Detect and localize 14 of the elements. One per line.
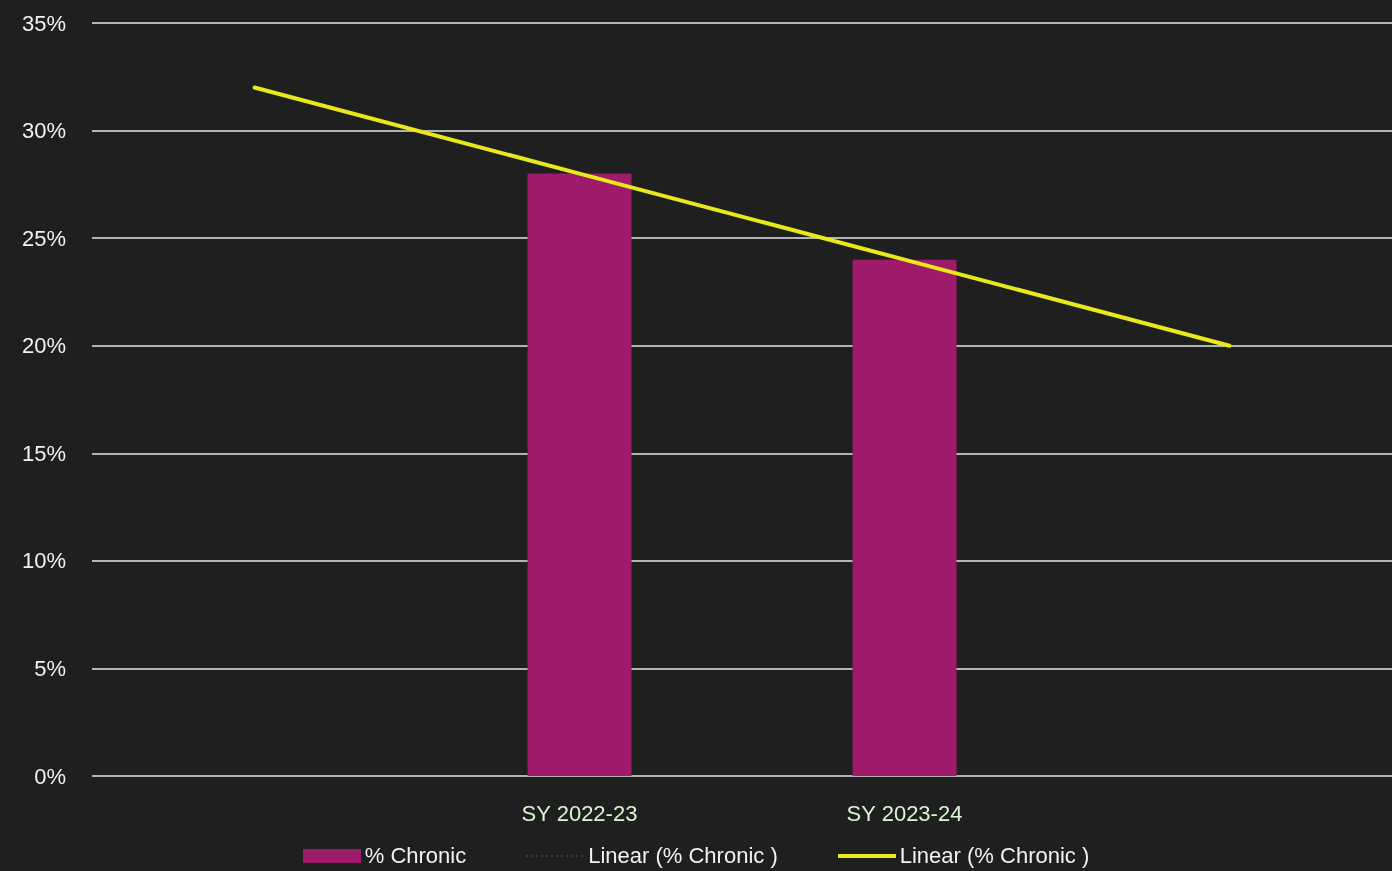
legend-label: Linear (% Chronic ) — [588, 843, 778, 869]
y-tick-label: 5% — [34, 655, 66, 681]
y-tick-label: 15% — [21, 440, 66, 466]
y-tick-label: 30% — [21, 118, 66, 144]
y-tick-label: 25% — [21, 225, 66, 251]
y-tick-label: 10% — [21, 548, 66, 574]
line-series — [252, 85, 1232, 348]
y-tick-label: 20% — [21, 333, 66, 359]
y-tick-label: 0% — [34, 763, 66, 789]
y-tick-label: 35% — [21, 10, 66, 36]
legend-label: Linear (% Chronic ) — [899, 843, 1090, 869]
legend-label: % Chronic — [364, 843, 467, 869]
x-tick-label: SY 2022-23 — [521, 800, 638, 826]
x-tick-label: SY 2023-24 — [846, 800, 963, 826]
